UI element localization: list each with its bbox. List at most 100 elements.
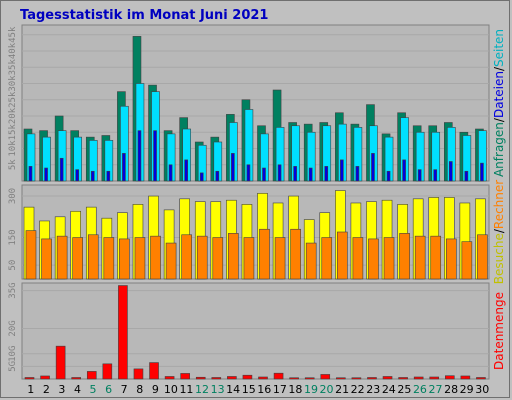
bar-rechner-day-24	[383, 237, 395, 280]
x-tick-label-day-2: 2	[43, 383, 50, 396]
y-tick-label-requests: 35k	[8, 59, 18, 76]
x-tick-label-day-23: 23	[366, 383, 380, 396]
bar-rechner-day-16	[259, 228, 270, 280]
bar-seiten-day-7	[122, 153, 126, 182]
bar-rechner-day-7	[119, 238, 130, 280]
x-tick-label-day-24: 24	[382, 383, 396, 396]
x-tick-label-day-27: 27	[429, 383, 443, 396]
bar-rechner-day-1	[25, 230, 37, 280]
x-tick-label-day-14: 14	[226, 383, 240, 396]
plot-area-volume	[21, 282, 490, 380]
x-tick-label-day-28: 28	[444, 383, 458, 396]
bar-seiten-day-23	[371, 153, 375, 182]
bar-seiten-day-15	[246, 164, 251, 182]
bar-datenmenge-day-25	[398, 377, 408, 380]
x-tick-label-day-3: 3	[58, 383, 65, 396]
side-label-volume: Datenmenge	[492, 292, 506, 370]
bar-datenmenge-day-1	[24, 377, 35, 380]
bar-seiten-day-8	[137, 130, 142, 182]
bar-seiten-day-24	[386, 170, 391, 182]
bar-datenmenge-day-29	[460, 375, 471, 380]
bar-seiten-day-3	[59, 157, 64, 182]
side-label-part: Seiten	[492, 29, 506, 67]
bar-rechner-day-12	[196, 235, 208, 280]
x-tick-label-day-25: 25	[397, 383, 411, 396]
x-tick-label-day-29: 29	[460, 383, 474, 396]
x-tick-label-day-18: 18	[288, 383, 302, 396]
bar-seiten-day-12	[199, 172, 204, 182]
bar-seiten-day-4	[75, 169, 79, 182]
x-tick-label-day-30: 30	[475, 383, 489, 396]
x-tick-label-day-16: 16	[257, 383, 271, 396]
bar-datenmenge-day-30	[476, 377, 486, 380]
x-tick-label-day-15: 15	[242, 383, 256, 396]
bar-datenmenge-day-14	[227, 376, 237, 380]
x-tick-label-day-26: 26	[413, 383, 427, 396]
x-tick-label-day-7: 7	[121, 383, 128, 396]
y-tick-label-requests: 5k	[8, 159, 18, 170]
bar-rechner-day-2	[41, 238, 52, 280]
y-tick-label-requests: 30k	[8, 75, 18, 92]
bar-rechner-day-29	[461, 241, 473, 280]
bar-seiten-day-25	[402, 159, 406, 182]
bar-datenmenge-day-5	[86, 371, 97, 380]
bar-datenmenge-day-7	[118, 285, 128, 380]
bar-seiten-day-30	[480, 162, 484, 182]
y-tick-label-requests: 10k	[8, 140, 18, 157]
bar-datenmenge-day-15	[242, 374, 253, 380]
bar-seiten-day-1	[28, 166, 33, 182]
side-label-part: Anfragen	[492, 122, 506, 177]
bar-rechner-day-14	[228, 233, 239, 280]
bar-rechner-day-28	[445, 238, 457, 280]
bar-datenmenge-day-8	[133, 368, 144, 380]
side-label-requests: Anfragen/Dateien/Seiten	[492, 29, 506, 177]
bar-datenmenge-day-18	[289, 377, 299, 380]
bar-datenmenge-day-3	[55, 345, 66, 380]
x-tick-label-day-20: 20	[320, 383, 334, 396]
bar-rechner-day-10	[165, 242, 177, 280]
side-label-part: /	[492, 117, 506, 122]
x-tick-label-day-5: 5	[90, 383, 97, 396]
bar-seiten-day-14	[231, 153, 235, 182]
bar-seiten-day-17	[277, 164, 282, 182]
bar-rechner-day-23	[368, 238, 379, 280]
bar-seiten-day-13	[215, 170, 220, 182]
x-tick-label-day-11: 11	[179, 383, 193, 396]
x-tick-label-day-8: 8	[136, 383, 143, 396]
bar-rechner-day-17	[274, 237, 286, 280]
y-tick-label-requests: 25k	[8, 91, 18, 108]
y-tick-label-volume: 5G	[8, 361, 18, 372]
plot-area-visits	[21, 184, 490, 280]
y-tick-label-requests: 20k	[8, 107, 18, 124]
y-tick-label-requests: 40k	[8, 42, 18, 59]
bar-seiten-day-9	[153, 130, 157, 182]
x-tick-label-day-4: 4	[74, 383, 81, 396]
bar-datenmenge-day-12	[195, 376, 206, 380]
bar-seiten-day-27	[433, 169, 438, 182]
bar-rechner-day-8	[134, 237, 146, 280]
bar-datenmenge-day-6	[102, 363, 113, 380]
bar-seiten-day-2	[44, 167, 48, 182]
bar-rechner-day-30	[477, 234, 488, 280]
bar-seiten-day-21	[340, 159, 344, 182]
bar-rechner-day-22	[352, 237, 364, 280]
bar-datenmenge-day-28	[444, 375, 455, 380]
bar-datenmenge-day-4	[71, 377, 81, 380]
bar-datenmenge-day-2	[40, 375, 50, 380]
bar-seiten-day-26	[417, 169, 422, 182]
bar-seiten-day-29	[464, 170, 469, 182]
y-tick-label-volume: 10G	[8, 346, 18, 362]
side-label-part: Besuche	[492, 233, 506, 284]
bar-seiten-day-10	[168, 164, 173, 182]
x-tick-label-day-21: 21	[335, 383, 349, 396]
side-label-visits: Besuche/Rechner	[492, 180, 506, 284]
bar-seiten-day-16	[262, 167, 266, 182]
bar-datenmenge-day-24	[382, 376, 393, 380]
bar-rechner-day-21	[337, 231, 348, 280]
bar-rechner-day-20	[321, 237, 333, 280]
bar-rechner-day-27	[430, 235, 442, 280]
y-tick-label-requests: 15k	[8, 124, 18, 141]
bar-datenmenge-day-9	[149, 362, 159, 380]
bar-datenmenge-day-19	[304, 377, 315, 380]
